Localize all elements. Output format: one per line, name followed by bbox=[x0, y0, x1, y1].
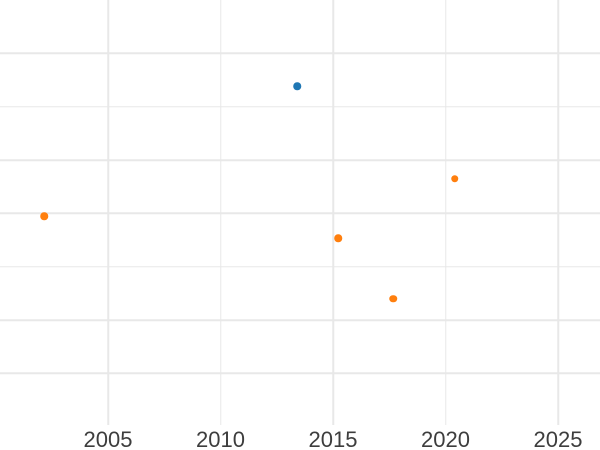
gridline-horizontal-1 bbox=[0, 105, 600, 108]
series-orange-point-0 bbox=[40, 212, 48, 220]
gridline-horizontal-6 bbox=[0, 372, 600, 375]
series-orange-point-1 bbox=[334, 234, 342, 242]
series-orange-point-3 bbox=[450, 174, 459, 183]
x-tick-label-2010: 2010 bbox=[196, 427, 245, 450]
gridline-horizontal-4 bbox=[0, 265, 600, 268]
gridline-vertical-2010 bbox=[219, 0, 222, 425]
x-tick-label-2015: 2015 bbox=[308, 427, 358, 450]
x-tick-label-2005: 2005 bbox=[83, 427, 133, 450]
gridline-vertical-2020 bbox=[444, 0, 447, 425]
gridline-vertical-2025 bbox=[557, 0, 559, 425]
series-orange-point-2 bbox=[389, 294, 397, 303]
gridline-vertical-2015 bbox=[332, 0, 334, 425]
x-tick-label-2025: 2025 bbox=[533, 427, 583, 450]
gridline-horizontal-0 bbox=[0, 52, 600, 55]
gridline-horizontal-5 bbox=[0, 319, 600, 321]
gridline-horizontal-2 bbox=[0, 159, 600, 161]
series-blue-point-0 bbox=[293, 82, 301, 90]
gridline-horizontal-3 bbox=[0, 212, 600, 215]
x-tick-label-2020: 2020 bbox=[421, 427, 470, 450]
gridline-vertical-2005 bbox=[107, 0, 109, 425]
